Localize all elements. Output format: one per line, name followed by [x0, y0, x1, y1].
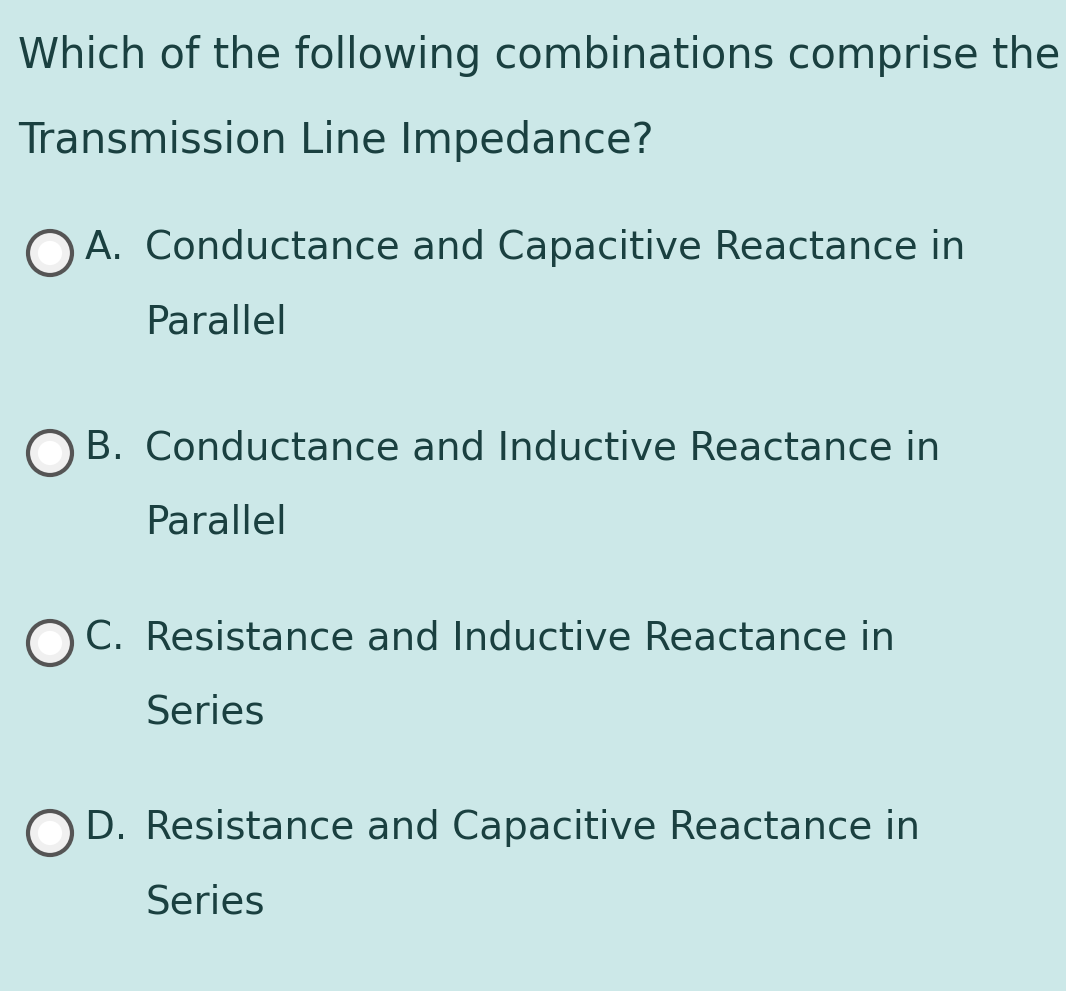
Text: B.: B. [85, 429, 136, 467]
Circle shape [28, 231, 72, 275]
Text: Resistance and Capacitive Reactance in: Resistance and Capacitive Reactance in [145, 809, 920, 847]
Text: C.: C. [85, 619, 136, 657]
Circle shape [38, 821, 62, 845]
Circle shape [28, 621, 72, 665]
Circle shape [38, 441, 62, 465]
Text: Series: Series [145, 884, 264, 922]
Text: Which of the following combinations comprise the: Which of the following combinations comp… [18, 35, 1061, 77]
Text: D.: D. [85, 809, 140, 847]
Circle shape [28, 431, 72, 475]
Text: Resistance and Inductive Reactance in: Resistance and Inductive Reactance in [145, 619, 895, 657]
Text: Parallel: Parallel [145, 504, 287, 542]
Text: Conductance and Inductive Reactance in: Conductance and Inductive Reactance in [145, 429, 940, 467]
Circle shape [28, 811, 72, 855]
Text: Series: Series [145, 694, 264, 732]
Text: Parallel: Parallel [145, 304, 287, 342]
Text: Conductance and Capacitive Reactance in: Conductance and Capacitive Reactance in [145, 229, 966, 267]
Text: A.: A. [85, 229, 135, 267]
Circle shape [38, 241, 62, 266]
Text: Transmission Line Impedance?: Transmission Line Impedance? [18, 120, 653, 162]
Circle shape [38, 631, 62, 655]
